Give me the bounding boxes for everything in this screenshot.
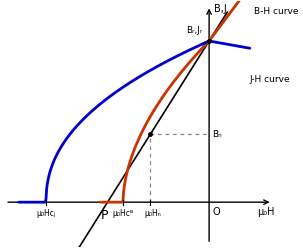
Text: B-H curve: B-H curve: [255, 7, 299, 16]
Text: O: O: [212, 207, 220, 217]
Text: J-H curve: J-H curve: [250, 75, 291, 84]
Text: Bₙ: Bₙ: [212, 130, 222, 139]
Text: μ₀Hₙ: μ₀Hₙ: [144, 209, 161, 218]
Text: μ₀Hᴄⱼ: μ₀Hᴄⱼ: [36, 209, 56, 218]
Text: μ₀Hᴄᴮ: μ₀Hᴄᴮ: [112, 209, 134, 218]
Text: B,J: B,J: [214, 4, 226, 14]
Text: Bᵣ,Jᵣ: Bᵣ,Jᵣ: [186, 26, 202, 34]
Text: μ₀H: μ₀H: [257, 207, 275, 217]
Text: P: P: [100, 209, 108, 221]
